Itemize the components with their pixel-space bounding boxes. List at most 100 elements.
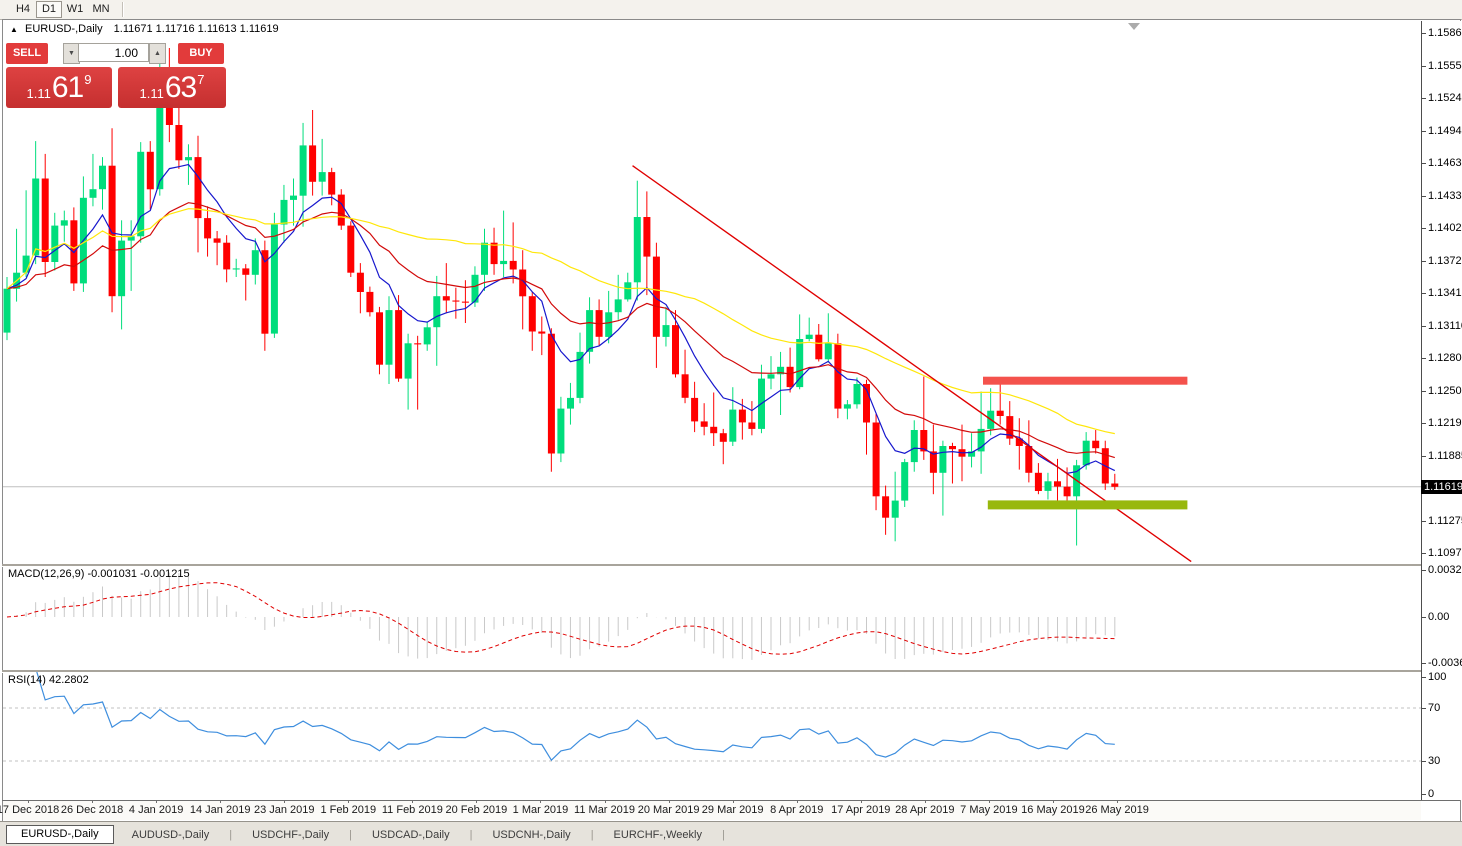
candle-body [22, 255, 30, 273]
candle-body [127, 236, 135, 241]
candle-body [729, 409, 737, 442]
date-axis-label: 29 Mar 2019 [701, 804, 764, 816]
timeframe-button-w1[interactable]: W1 [66, 3, 84, 15]
candle-body [461, 301, 469, 303]
date-axis[interactable]: 17 Dec 2018 26 Dec 2018 4 Jan 2019 14 Jan 2… [0, 800, 1421, 820]
candle-body [824, 343, 832, 360]
candle-body [748, 422, 756, 429]
candle-body [423, 327, 431, 345]
buy-price-prefix: 1.11 [139, 86, 164, 101]
price-axis[interactable]: 1.15860 1.15550 1.15245 1.14940 1.14635 1.143… [1421, 21, 1462, 800]
buy-button[interactable]: BUY [178, 43, 224, 64]
candle-body [232, 268, 240, 270]
trade-row-top: SELL ▼ 1.00 ▲ BUY [6, 43, 226, 64]
candle-body [175, 125, 183, 161]
one-click-trading-panel: SELL ▼ 1.00 ▲ BUY 1.11 61 9 1.11 63 7 [6, 43, 226, 108]
macd-indicator-pane[interactable] [3, 566, 1421, 670]
candle-body [242, 268, 250, 275]
candle-body [99, 165, 106, 190]
chart-tab-usdcad[interactable]: USDCAD-,Daily [362, 826, 482, 844]
resistance-zone-line [983, 376, 1188, 385]
candle-body [290, 195, 297, 200]
chart-ohlc-values: 1.11671 1.11716 1.11613 1.11619 [113, 23, 279, 35]
macd-label: MACD(12,26,9) -0.001031 -0.001215 [8, 568, 190, 580]
price-axis-label: 1.13110 [1428, 319, 1462, 332]
chart-tab-usdchf[interactable]: USDCHF-,Daily [242, 826, 362, 844]
rsi-axis-label: 70 [1428, 702, 1441, 714]
candle-body [920, 430, 928, 452]
date-axis-label: 7 May 2019 [960, 804, 1018, 816]
toolbar-separator [122, 2, 124, 17]
candle-body [156, 77, 164, 190]
candle-body [194, 157, 202, 219]
timeframe-button-mn[interactable]: MN [92, 3, 110, 15]
candle-body [557, 408, 565, 454]
price-axis-label: 1.11885 [1428, 449, 1462, 462]
sell-price-button[interactable]: 1.11 61 9 [6, 67, 112, 108]
candle-body [586, 310, 594, 352]
candle-body [261, 250, 269, 334]
price-axis-label: 1.14330 [1428, 189, 1462, 202]
buy-price-big: 63 [164, 70, 197, 104]
candle-body [509, 260, 517, 270]
rsi-line [36, 672, 1115, 762]
candle-body [3, 288, 11, 333]
candle-body [939, 446, 947, 473]
price-axis-label: 1.15860 [1428, 27, 1462, 39]
price-axis-label: 1.11275 [1428, 514, 1462, 527]
sell-price-big: 61 [51, 70, 84, 104]
candle-body [519, 269, 527, 297]
candle-body [337, 194, 345, 226]
candle-body [376, 312, 383, 365]
candle-body [672, 325, 679, 375]
chart-tab-bar: EURUSD-,Daily AUDUSD-,Daily USDCHF-,Dail… [0, 821, 1462, 846]
candle-body [89, 189, 97, 198]
candle-body [395, 310, 403, 379]
rsi-indicator-pane[interactable] [3, 672, 1421, 800]
lot-size-input[interactable]: 1.00 [78, 43, 149, 62]
candle-body [614, 299, 622, 313]
timeframe-toolbar: H4 D1 W1 MN [0, 0, 1462, 20]
candle-body [356, 272, 364, 292]
chart-tab-eurusd[interactable]: EURUSD-,Daily [6, 825, 114, 844]
chart-tab-usdcnh[interactable]: USDCNH-,Daily [482, 826, 603, 844]
candle-body [996, 410, 1004, 416]
candle-body [710, 426, 718, 434]
rsi-axis-label: 100 [1428, 671, 1447, 683]
date-axis-label: 23 Jan 2019 [253, 804, 315, 816]
candle-body [280, 199, 288, 225]
candle-body [815, 334, 823, 360]
candle-body [328, 172, 336, 195]
date-axis-label: 26 Dec 2018 [60, 804, 124, 816]
collapse-panel-icon[interactable]: ▲ [10, 25, 18, 34]
candle-body [624, 282, 632, 300]
price-axis-label: 1.15550 [1428, 59, 1462, 72]
chart-tab-eurchf[interactable]: EURCHF-,Weekly [604, 826, 735, 844]
timeframe-button-h4[interactable]: H4 [15, 3, 31, 15]
chart-tab-audusd[interactable]: AUDUSD-,Daily [122, 826, 242, 844]
candle-body [681, 374, 689, 398]
descending-trendline [632, 165, 1192, 563]
candle-body [204, 218, 212, 239]
lot-increase-button[interactable]: ▲ [149, 43, 166, 64]
candle-body [547, 333, 555, 454]
chart-title: ▲ EURUSD-,Daily 1.11671 1.11716 1.11613 … [10, 23, 279, 35]
candles [3, 48, 1119, 546]
date-axis-label: 14 Jan 2019 [189, 804, 251, 816]
date-axis-label: 1 Feb 2019 [320, 804, 377, 816]
rsi-label: RSI(14) 42.2802 [8, 674, 89, 686]
price-chart-pane[interactable] [3, 21, 1421, 564]
candle-body [452, 300, 460, 302]
candle-body [777, 366, 785, 375]
candle-body [1034, 472, 1042, 491]
date-axis-label: 16 May 2019 [1021, 804, 1085, 816]
buy-price-button[interactable]: 1.11 63 7 [118, 67, 226, 108]
price-axis-label: 1.12805 [1428, 352, 1462, 364]
sell-button[interactable]: SELL [6, 43, 48, 64]
candle-body [1092, 440, 1100, 449]
arrow-up-icon: ▲ [154, 50, 161, 57]
candle-body [796, 339, 804, 388]
timeframe-button-d1[interactable]: D1 [36, 1, 62, 18]
ma-mid-line [6, 202, 1115, 459]
